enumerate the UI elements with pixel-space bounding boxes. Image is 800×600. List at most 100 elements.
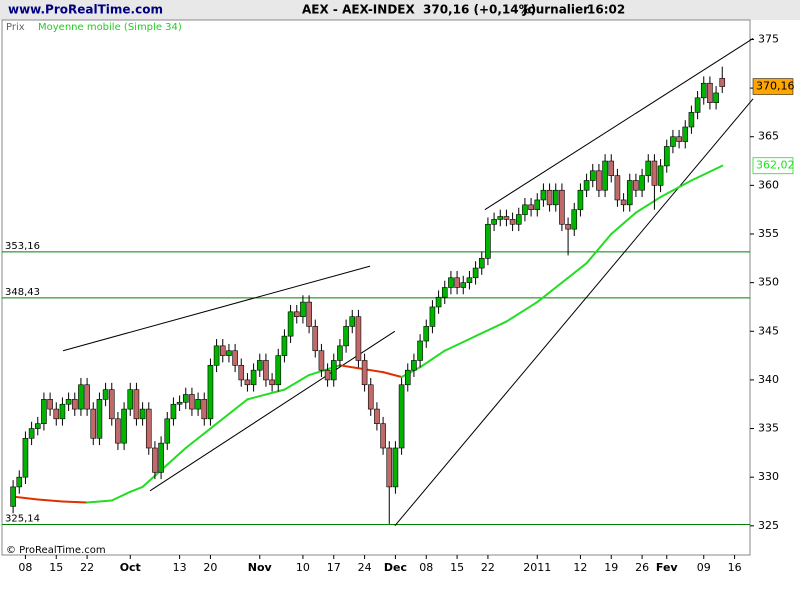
candle-body xyxy=(349,316,356,327)
moving-average xyxy=(474,320,508,338)
candle-body xyxy=(34,423,41,429)
candle-body xyxy=(108,389,115,420)
candle-body xyxy=(571,209,578,230)
candle-body xyxy=(534,199,541,210)
candle-body xyxy=(281,335,288,356)
site-name: www.ProRealTime.com xyxy=(8,3,163,17)
trend-line xyxy=(394,98,754,527)
candle-body xyxy=(707,82,713,103)
candle-body xyxy=(232,350,238,366)
header-bar xyxy=(0,0,800,20)
candle-body xyxy=(152,447,158,473)
candle-body xyxy=(312,326,319,352)
candle-body xyxy=(158,442,164,473)
candle-body xyxy=(361,360,368,386)
x-tick-label: 22 xyxy=(80,561,94,574)
candle-body xyxy=(435,296,442,308)
x-tick-label: 17 xyxy=(327,561,341,574)
candle-body xyxy=(244,379,251,386)
candle-body xyxy=(670,136,676,147)
candle-body xyxy=(343,326,349,347)
candle-body xyxy=(263,360,269,381)
moving-average xyxy=(184,422,218,449)
candle-body xyxy=(90,408,97,439)
moving-average xyxy=(690,164,724,182)
candle-body xyxy=(700,82,707,99)
trend-line xyxy=(149,330,396,492)
price-text: 370,16 (+0,14%) xyxy=(423,3,536,17)
y-tick-label: 340 xyxy=(758,373,779,386)
moving-average xyxy=(110,490,132,502)
moving-average xyxy=(610,211,637,235)
level-label: 353,16 xyxy=(5,241,40,252)
candle-body xyxy=(441,287,448,298)
moving-average xyxy=(382,371,403,378)
y-tick-label: 335 xyxy=(758,422,779,435)
candle-body xyxy=(509,219,516,225)
x-tick-label: 13 xyxy=(173,561,187,574)
x-tick-label: Oct xyxy=(120,561,141,574)
candle-body xyxy=(300,301,306,317)
x-tick-label: 09 xyxy=(697,561,711,574)
copyright: © ProRealTime.com xyxy=(6,545,106,556)
moving-average xyxy=(400,366,422,378)
candle-body xyxy=(59,403,66,420)
last-price-label: 370,16 xyxy=(756,80,795,93)
candle-body xyxy=(546,189,553,206)
candle-body xyxy=(620,199,627,206)
moving-average xyxy=(141,447,187,488)
candle-body xyxy=(688,112,695,128)
x-tick-label: 24 xyxy=(358,561,372,574)
candle-body xyxy=(226,350,232,356)
candle-body xyxy=(694,97,701,113)
candle-body xyxy=(367,384,374,410)
candle-body xyxy=(53,408,60,420)
candle-body xyxy=(466,277,473,283)
moving-average xyxy=(338,364,360,370)
candle-body xyxy=(497,216,504,220)
moving-average xyxy=(283,374,311,391)
candle-body xyxy=(398,384,405,449)
moving-average xyxy=(585,233,613,265)
candle-body xyxy=(22,437,29,478)
candle-body xyxy=(355,316,362,361)
candle-body xyxy=(596,170,602,191)
candle-body xyxy=(602,160,608,191)
candle-body xyxy=(448,277,454,288)
candle-body xyxy=(78,384,84,410)
candle-body xyxy=(213,345,220,366)
candle-body xyxy=(28,428,35,439)
trend-line xyxy=(62,265,371,352)
indicator-last-label: 362,02 xyxy=(756,159,795,172)
candle-body xyxy=(330,360,337,381)
candle-body xyxy=(663,146,670,167)
y-tick-label: 355 xyxy=(758,227,779,240)
indicator-box xyxy=(752,157,794,175)
y-tick-label: 375 xyxy=(758,32,779,45)
x-tick-label: 20 xyxy=(203,561,217,574)
candle-body xyxy=(577,189,584,210)
indicator-legend: Moyenne mobile (Simple 34) xyxy=(38,22,182,33)
candle-body xyxy=(454,277,460,288)
candle-body xyxy=(306,301,312,327)
y-tick-label: 365 xyxy=(758,130,779,143)
moving-average xyxy=(12,495,39,501)
x-tick-label: 08 xyxy=(419,561,433,574)
candle-body xyxy=(614,175,621,201)
y-tick-label: 360 xyxy=(758,178,779,191)
candle-body xyxy=(207,365,214,420)
candle-body xyxy=(16,476,23,488)
candle-body xyxy=(639,175,645,191)
candle-body xyxy=(65,399,72,405)
candle-body xyxy=(404,369,411,386)
candle-body xyxy=(189,394,195,410)
x-tick-label: 22 xyxy=(481,561,495,574)
candle-body xyxy=(540,189,547,201)
level-label: 325,14 xyxy=(5,513,40,524)
candle-body xyxy=(565,223,571,230)
x-tick-label: Fev xyxy=(656,561,679,574)
chart-title: AEX - AEX-INDEX xyxy=(302,3,415,17)
candle-body xyxy=(460,282,467,288)
x-tick-label: 08 xyxy=(18,561,32,574)
